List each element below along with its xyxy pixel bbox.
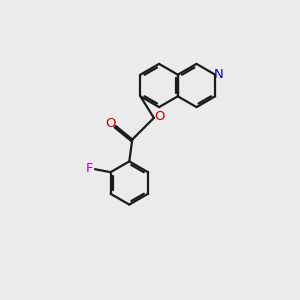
Text: O: O	[154, 110, 164, 123]
Text: F: F	[86, 162, 93, 175]
Text: N: N	[214, 68, 224, 81]
Text: O: O	[105, 117, 116, 130]
